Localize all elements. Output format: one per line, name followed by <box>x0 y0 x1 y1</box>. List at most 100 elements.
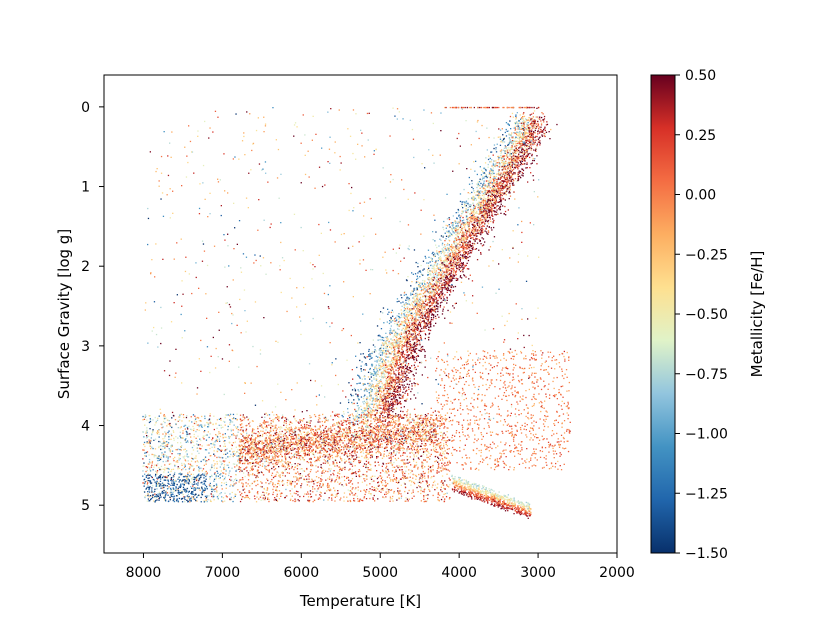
scatter-point <box>407 335 409 337</box>
scatter-point <box>364 408 366 411</box>
scatter-point <box>374 360 376 362</box>
scatter-point <box>372 344 375 346</box>
scatter-point <box>422 305 424 307</box>
scatter-point <box>429 311 431 314</box>
scatter-point <box>502 171 505 173</box>
scatter-point <box>441 290 443 292</box>
scatter-point <box>521 172 523 174</box>
scatter-point <box>491 172 494 174</box>
scatter-point <box>523 137 525 140</box>
scatter-point <box>496 192 498 195</box>
scatter-point <box>434 268 436 270</box>
scatter-point <box>487 176 489 178</box>
scatter-point <box>542 130 544 132</box>
scatter-point <box>470 252 473 254</box>
scatter-point <box>491 208 493 211</box>
scatter-point <box>398 368 400 370</box>
scatter-point <box>401 316 403 318</box>
scatter-point <box>514 161 516 163</box>
scatter-point <box>370 408 372 410</box>
scatter-point <box>465 243 468 246</box>
scatter-point <box>504 151 506 154</box>
scatter-point <box>440 235 443 237</box>
scatter-point <box>465 276 467 278</box>
scatter-point <box>396 357 398 359</box>
scatter-point <box>390 331 392 333</box>
scatter-point <box>448 254 450 257</box>
scatter-point <box>517 179 519 181</box>
scatter-point <box>502 162 504 164</box>
scatter-point <box>399 387 401 389</box>
scatter-point <box>537 138 540 140</box>
scatter-point <box>387 313 389 315</box>
scatter-point <box>479 230 481 232</box>
scatter-point <box>476 217 478 219</box>
scatter-point <box>482 219 484 221</box>
scatter-point <box>408 337 410 339</box>
scatter-point <box>404 414 406 416</box>
scatter-point <box>395 355 397 357</box>
scatter-point <box>364 394 366 396</box>
scatter-point <box>386 365 389 367</box>
scatter-point <box>405 390 407 392</box>
scatter-point <box>477 190 479 192</box>
scatter-point <box>476 220 478 223</box>
scatter-point <box>484 215 486 217</box>
scatter-point <box>466 237 468 239</box>
scatter-point <box>387 392 389 395</box>
scatter-point <box>521 125 523 128</box>
scatter-point <box>489 170 491 172</box>
scatter-point <box>383 408 386 410</box>
scatter-point <box>384 403 386 405</box>
scatter-point <box>387 361 389 363</box>
scatter-point <box>440 275 442 277</box>
scatter-point <box>524 138 526 140</box>
scatter-point <box>410 312 412 315</box>
scatter-point <box>499 144 502 146</box>
scatter-point <box>484 210 486 212</box>
scatter-point <box>525 127 527 130</box>
scatter-point <box>484 192 486 194</box>
scatter-point <box>410 294 412 296</box>
scatter-point <box>416 308 419 310</box>
scatter-point <box>408 388 410 390</box>
scatter-point <box>457 228 460 231</box>
scatter-point <box>471 211 473 213</box>
scatter-point <box>395 413 397 415</box>
scatter-point <box>377 339 379 341</box>
scatter-point <box>472 248 474 250</box>
scatter-point <box>447 288 450 290</box>
scatter-point <box>408 333 410 335</box>
scatter-point <box>483 180 485 182</box>
scatter-point <box>393 334 396 336</box>
scatter-point <box>499 182 501 184</box>
scatter-point <box>419 319 421 321</box>
scatter-point <box>472 219 474 222</box>
scatter-point <box>501 184 503 187</box>
scatter-point <box>510 176 513 179</box>
scatter-point <box>517 151 519 153</box>
scatter-point <box>399 317 401 319</box>
scatter-point <box>455 225 457 227</box>
scatter-point <box>453 247 455 249</box>
scatter-point <box>388 411 390 414</box>
scatter-point <box>425 303 428 305</box>
scatter-point <box>402 361 405 363</box>
scatter-point <box>394 318 396 320</box>
scatter-point <box>463 203 466 205</box>
scatter-point <box>541 130 543 132</box>
scatter-point <box>355 414 357 416</box>
scatter-point <box>414 316 416 318</box>
scatter-point <box>491 189 493 191</box>
scatter-point <box>409 367 411 369</box>
scatter-point <box>366 407 368 410</box>
scatter-point <box>442 292 444 294</box>
scatter-point <box>520 118 522 120</box>
scatter-point <box>412 319 414 321</box>
scatter-point <box>388 372 390 374</box>
scatter-point <box>419 270 421 272</box>
scatter-point <box>410 398 412 400</box>
scatter-point <box>446 266 448 268</box>
scatter-point <box>417 329 419 331</box>
scatter-point <box>477 221 479 224</box>
